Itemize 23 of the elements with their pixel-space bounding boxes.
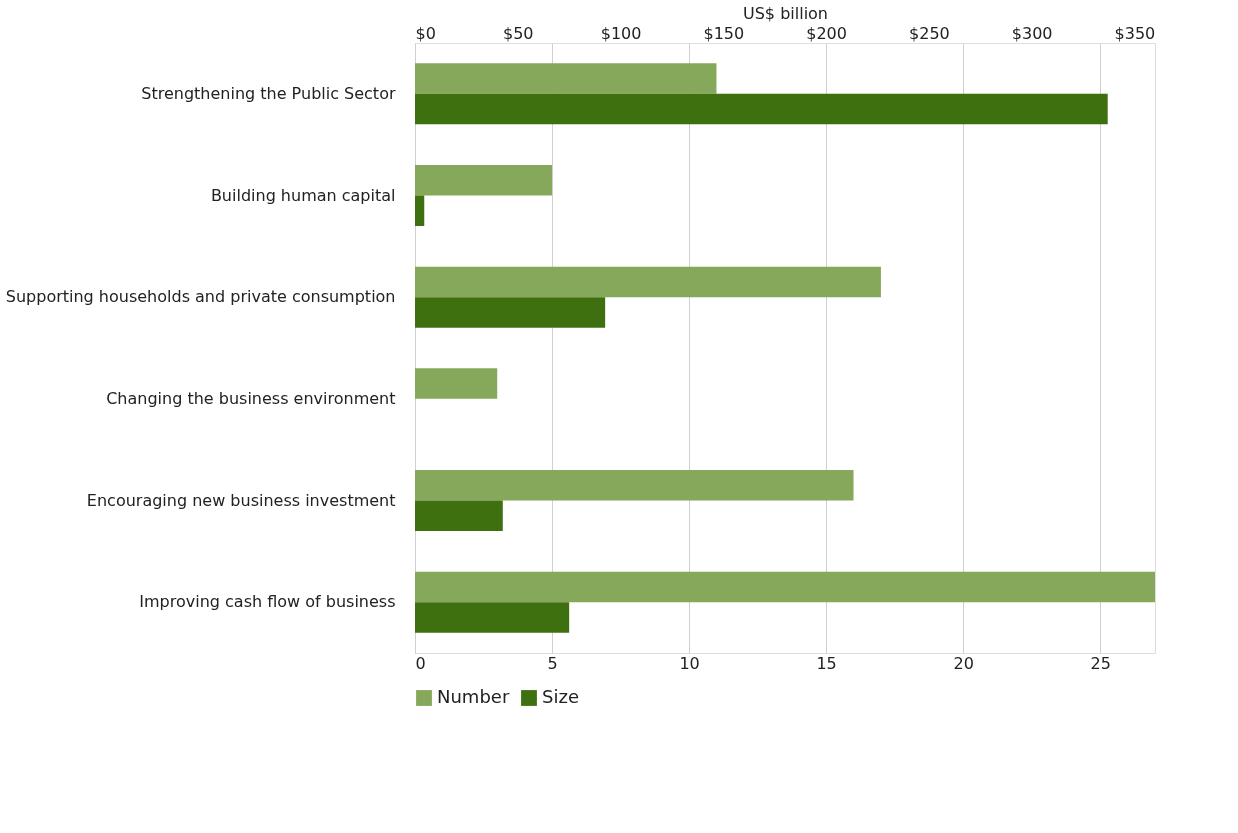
- legend-label: Size: [542, 686, 579, 707]
- x2-tick-label: $150: [703, 23, 745, 43]
- x-tick-label: 15: [816, 653, 837, 673]
- y-tick-label: Building human capital: [210, 185, 396, 205]
- x2-tick-label: $300: [1011, 23, 1053, 43]
- x2-tick-label: $350: [1114, 23, 1156, 43]
- x-tick-label: 5: [547, 653, 558, 673]
- x-tick-label: 0: [415, 653, 426, 673]
- y-tick-label: Improving cash flow of business: [139, 592, 396, 612]
- y-tick-label: Supporting households and private consumption: [5, 287, 396, 307]
- x-tick-label: 20: [953, 653, 974, 673]
- x2-tick-label: $200: [806, 23, 847, 43]
- x2-tick-label: $250: [909, 23, 950, 43]
- x2-tick-label: $50: [503, 23, 534, 43]
- y-tick-label: Encouraging new business investment: [86, 490, 396, 510]
- y-tick-label: Strengthening the Public Sector: [141, 83, 396, 103]
- x2-tick-label: $0: [415, 23, 436, 43]
- x2-tick-label: $100: [600, 23, 642, 43]
- legend-label: Number: [437, 686, 510, 707]
- x-tick-label: 10: [679, 653, 700, 673]
- x2-axis-title: US$ billion: [743, 3, 828, 23]
- y-tick-label: Changing the business environment: [106, 388, 396, 408]
- x-tick-label: 25: [1090, 653, 1111, 673]
